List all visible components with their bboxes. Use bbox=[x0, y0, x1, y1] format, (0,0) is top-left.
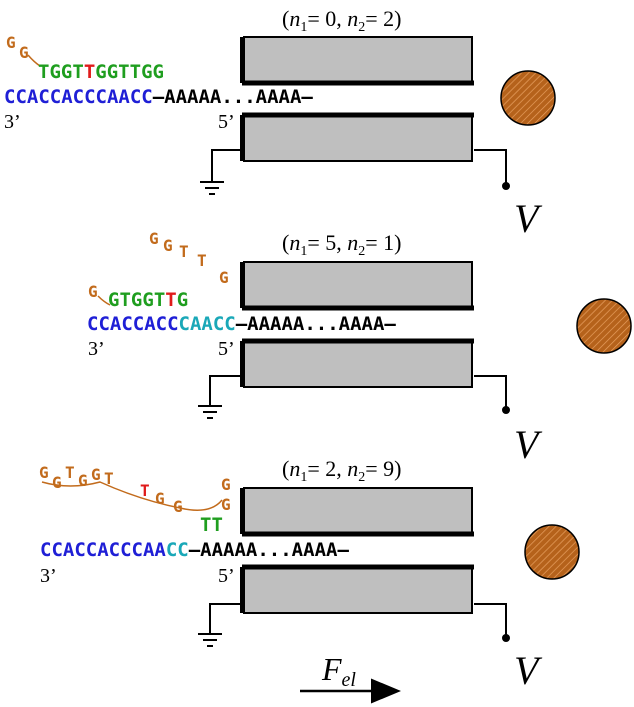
loop-base: G bbox=[6, 33, 16, 52]
pore-top-wall bbox=[243, 261, 473, 309]
pore-bottom-wall bbox=[243, 114, 473, 162]
voltage-wire bbox=[474, 603, 507, 636]
pore-bottom-wall bbox=[243, 566, 473, 614]
loop-base: G bbox=[149, 229, 159, 248]
panel-3: (n1= 2, n2= 9) V G G T G G T T G G G G T… bbox=[39, 456, 580, 693]
bead bbox=[500, 70, 556, 126]
ground-wire bbox=[209, 603, 242, 634]
force-label: Fel bbox=[321, 651, 356, 691]
loop-base: T bbox=[140, 481, 150, 500]
ground-symbol bbox=[200, 181, 224, 195]
loop-base: G bbox=[219, 268, 229, 287]
ground-wire bbox=[211, 149, 242, 182]
bottom-strand: CCACCACCCAACC–AAAAA...AAAA– bbox=[40, 539, 349, 561]
panel-2: (n1= 5, n2= 1) V G G T T G G GTGGTTG CCA… bbox=[87, 229, 632, 467]
loop-base: G bbox=[91, 465, 101, 484]
voltage-label: V bbox=[514, 196, 543, 241]
loop-base: G bbox=[19, 43, 29, 62]
bottom-strand: CCACCACCCAACC–AAAAA...AAAA– bbox=[4, 86, 313, 108]
three-prime-label: 3’ bbox=[4, 111, 21, 133]
loop-base: T bbox=[179, 242, 189, 261]
five-prime-label: 5’ bbox=[218, 565, 235, 587]
loop-base: G bbox=[221, 475, 231, 494]
loop-base: T bbox=[65, 463, 75, 482]
loop-base: T bbox=[104, 469, 114, 488]
top-strand: TGGTTGGTTGG bbox=[38, 61, 164, 83]
panel-2-label: (n1= 5, n2= 1) bbox=[282, 230, 401, 259]
pore-top-wall bbox=[243, 36, 473, 84]
bottom-strand: CCACCACCCAACC–AAAAA...AAAA– bbox=[87, 313, 396, 335]
loop-base: G bbox=[155, 489, 165, 508]
ground-wire bbox=[209, 375, 242, 406]
loop-base: G bbox=[78, 471, 88, 490]
pore-top-wall bbox=[243, 487, 473, 535]
panel-3-label: (n1= 2, n2= 9) bbox=[282, 456, 401, 485]
bead bbox=[576, 298, 632, 354]
three-prime-label: 3’ bbox=[88, 338, 105, 360]
force-arrow: Fel bbox=[300, 651, 401, 704]
three-prime-label: 3’ bbox=[40, 565, 57, 587]
loop-base: G bbox=[173, 497, 183, 516]
bead bbox=[524, 524, 580, 580]
top-strand: GTGGTTG bbox=[108, 289, 188, 311]
svg-text:G: G bbox=[221, 495, 231, 514]
ground-symbol bbox=[198, 633, 222, 647]
voltage-label: V bbox=[514, 648, 543, 693]
pore-bottom-wall bbox=[243, 340, 473, 388]
ground-symbol bbox=[198, 405, 222, 419]
voltage-wire bbox=[474, 149, 507, 184]
loop-base: G bbox=[88, 282, 98, 301]
loop-base: T bbox=[197, 251, 207, 270]
loop-base: G bbox=[52, 473, 62, 492]
voltage-wire bbox=[474, 375, 507, 408]
voltage-label: V bbox=[514, 422, 543, 467]
panel-1: (n1= 0, n2= 2) V G G TGGTTGGTTGG CCACCAC… bbox=[4, 6, 556, 241]
loop-base: G bbox=[163, 236, 173, 255]
panel-1-label: (n1= 0, n2= 2) bbox=[282, 6, 401, 35]
five-prime-label: 5’ bbox=[218, 111, 235, 133]
loop-base: G bbox=[39, 463, 49, 482]
five-prime-label: 5’ bbox=[218, 338, 235, 360]
top-strand: TT bbox=[200, 514, 223, 536]
